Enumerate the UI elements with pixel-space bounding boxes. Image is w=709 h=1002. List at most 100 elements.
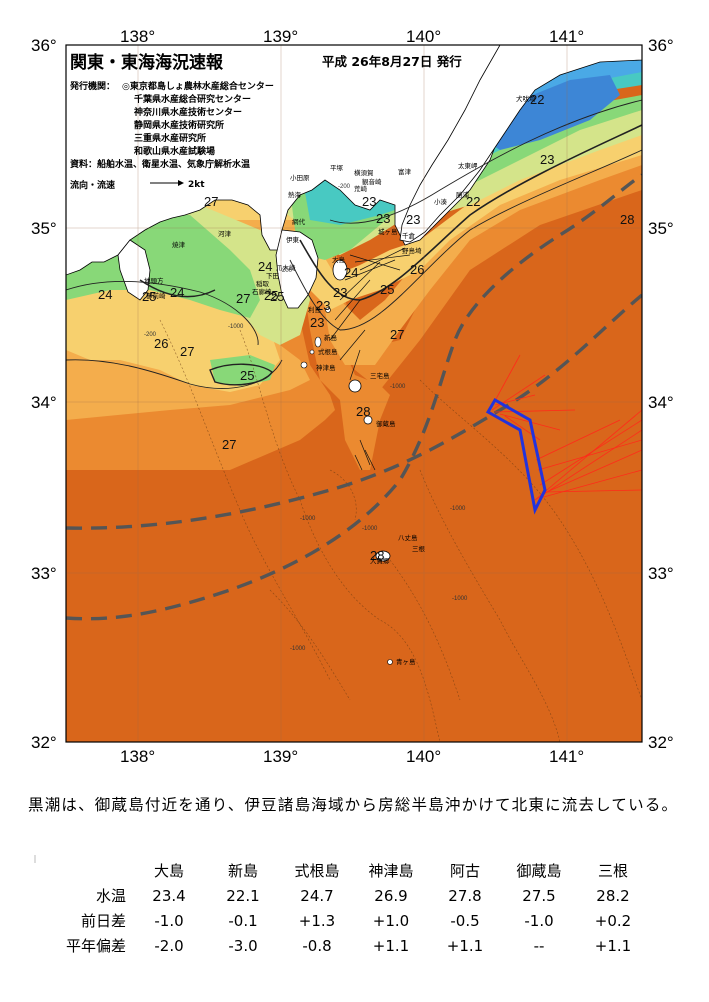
lon-label-bottom-141: 141° (549, 747, 584, 766)
table-cell: 26.9 (374, 886, 408, 905)
table-header-row: 大島 新島 式根島 神津島 阿古 御蔵島 三根 (28, 858, 650, 883)
place-label: 網代 (292, 217, 306, 226)
depth-label: -200 (280, 268, 293, 274)
table-cell: +1.1 (446, 936, 484, 955)
temp-label: 28 (370, 548, 384, 563)
place-label: 横須賀 (354, 168, 374, 177)
lon-label-top-141: 141° (549, 27, 584, 46)
place-label: 小湊 (434, 197, 448, 206)
lon-label-top-138: 138° (120, 27, 155, 46)
island-shikinejima (309, 349, 315, 355)
temp-label: 27 (236, 291, 250, 306)
temp-label: 28 (356, 404, 370, 419)
place-names: 犬吠埼 太東岬 勝浦 小湊 富津 千倉 野島埼 平塚 横須賀 観音崎 荒崎 城ヶ… (144, 94, 536, 666)
place-label: 地頭方 (144, 276, 164, 285)
temp-label: 26 (154, 336, 168, 351)
place-label: 城ヶ島 (378, 227, 398, 236)
place-label: 河津 (218, 230, 232, 238)
temp-label: 25 (142, 289, 156, 304)
place-label: 利島 (308, 305, 322, 314)
lon-label-bottom-139: 139° (263, 747, 298, 766)
kuroshio-axis (66, 173, 642, 621)
table-cell: +1.1 (372, 936, 410, 955)
place-label: 三根 (412, 544, 426, 553)
station-header: 大島 (153, 862, 184, 880)
island-kozushima (300, 361, 308, 369)
map-title: 関東・東海海況速報 (70, 52, 224, 73)
isotherm-contours (66, 99, 642, 389)
place-label: 千倉 (402, 231, 416, 240)
temp-label: 27 (222, 437, 236, 452)
place-label: 焼津 (172, 241, 186, 249)
sea-region-23 (66, 95, 642, 386)
place-label: 石廊崎 (252, 287, 272, 296)
temp-label: 27 (180, 344, 194, 359)
depth-label: -200 (144, 332, 157, 338)
place-label: 勝浦 (456, 190, 470, 199)
place-label: 小田原 (290, 173, 310, 182)
lon-label-top-140: 140° (406, 27, 441, 46)
table-cell: 24.7 (300, 886, 334, 905)
table-cell: 27.5 (522, 886, 556, 905)
temp-label: 22 (530, 92, 544, 107)
depth-label: -1000 (390, 384, 406, 390)
org-2: 千葉県水産総合研究センター (134, 93, 251, 105)
table-cell: +0.2 (594, 911, 632, 930)
table-row: 前日差 -1.0 -0.1 +1.3 +1.0 -0.5 -1.0 +0.2 (28, 908, 650, 933)
org-6: 和歌山県水産試験場 (133, 145, 215, 157)
table-cell: 28.2 (596, 886, 630, 905)
table-cell: 22.1 (226, 886, 260, 905)
place-label: 稲取 (256, 279, 270, 288)
temp-label: 23 (540, 152, 554, 167)
place-label: 下田 (266, 272, 279, 280)
temp-label: 22 (466, 194, 480, 209)
place-label: 平塚 (330, 163, 344, 172)
land-boso-peninsula (399, 45, 642, 243)
table-cell: 27.8 (448, 886, 482, 905)
header-block: 関東・東海海況速報 平成 26年8月27日 発行 発行機関： ◎東京都島しょ農林… (69, 52, 462, 191)
place-label: 新島 (324, 333, 338, 342)
island-mikurajima (363, 415, 373, 425)
place-label: 三宅島 (370, 371, 390, 380)
temp-label: 27 (204, 194, 218, 209)
lat-label-right-34: 34° (648, 393, 674, 412)
table-row: 平年偏差 -2.0 -3.0 -0.8 +1.1 +1.1 -- +1.1 (28, 933, 650, 958)
place-label: 式根島 (318, 347, 338, 356)
ship-tracks (485, 354, 642, 515)
lat-label-right-36: 36° (648, 36, 674, 55)
summary-text: 黒潮は、御蔵島付近を通り、伊豆諸島海域から房総半島沖かけて北東に流去している。 (28, 796, 679, 814)
temp-label: 26 (410, 262, 424, 277)
table-cell: +1.0 (372, 911, 410, 930)
land-omaezaki (117, 239, 151, 301)
sea-temperature-map: 関東・東海海況速報 平成 26年8月27日 発行 発行機関： ◎東京都島しょ農林… (31, 27, 674, 766)
divider-tick (34, 855, 36, 863)
lat-label-left-33: 33° (31, 564, 57, 583)
station-header: 三根 (597, 862, 628, 880)
place-label: 神津島 (316, 363, 336, 372)
lon-label-bottom-138: 138° (120, 747, 155, 766)
lat-label-right-32: 32° (648, 733, 674, 752)
temp-label: 23 (316, 298, 330, 313)
table-cell: -0.1 (228, 911, 258, 930)
temp-label: 24 (258, 259, 272, 274)
org-4: 静岡県水産技術研究所 (134, 119, 224, 131)
place-label: 御前崎 (146, 291, 166, 300)
place-label: 観音崎 (362, 177, 382, 186)
station-header: 阿古 (449, 862, 480, 880)
depth-label: -1000 (450, 506, 466, 512)
island-miyakejima (348, 379, 362, 393)
lat-label-left-36: 36° (31, 36, 57, 55)
temp-label: 23 (333, 285, 347, 300)
table-cell: -3.0 (228, 936, 258, 955)
issue-date: 平成 26年8月27日 発行 (322, 54, 462, 69)
place-label: 太東岬 (458, 161, 478, 170)
depth-label: -1000 (300, 516, 316, 522)
land-izu-peninsula (275, 229, 319, 309)
org-3: 神奈川県水産技術センター (134, 106, 242, 118)
island-toshima (325, 307, 331, 313)
table-cell: -1.0 (154, 911, 184, 930)
place-label: 大賀郷 (370, 556, 390, 565)
station-header: 新島 (227, 862, 258, 880)
current-legend-scale: 2kt (188, 180, 205, 190)
place-label: 犬吠埼 (516, 94, 536, 103)
